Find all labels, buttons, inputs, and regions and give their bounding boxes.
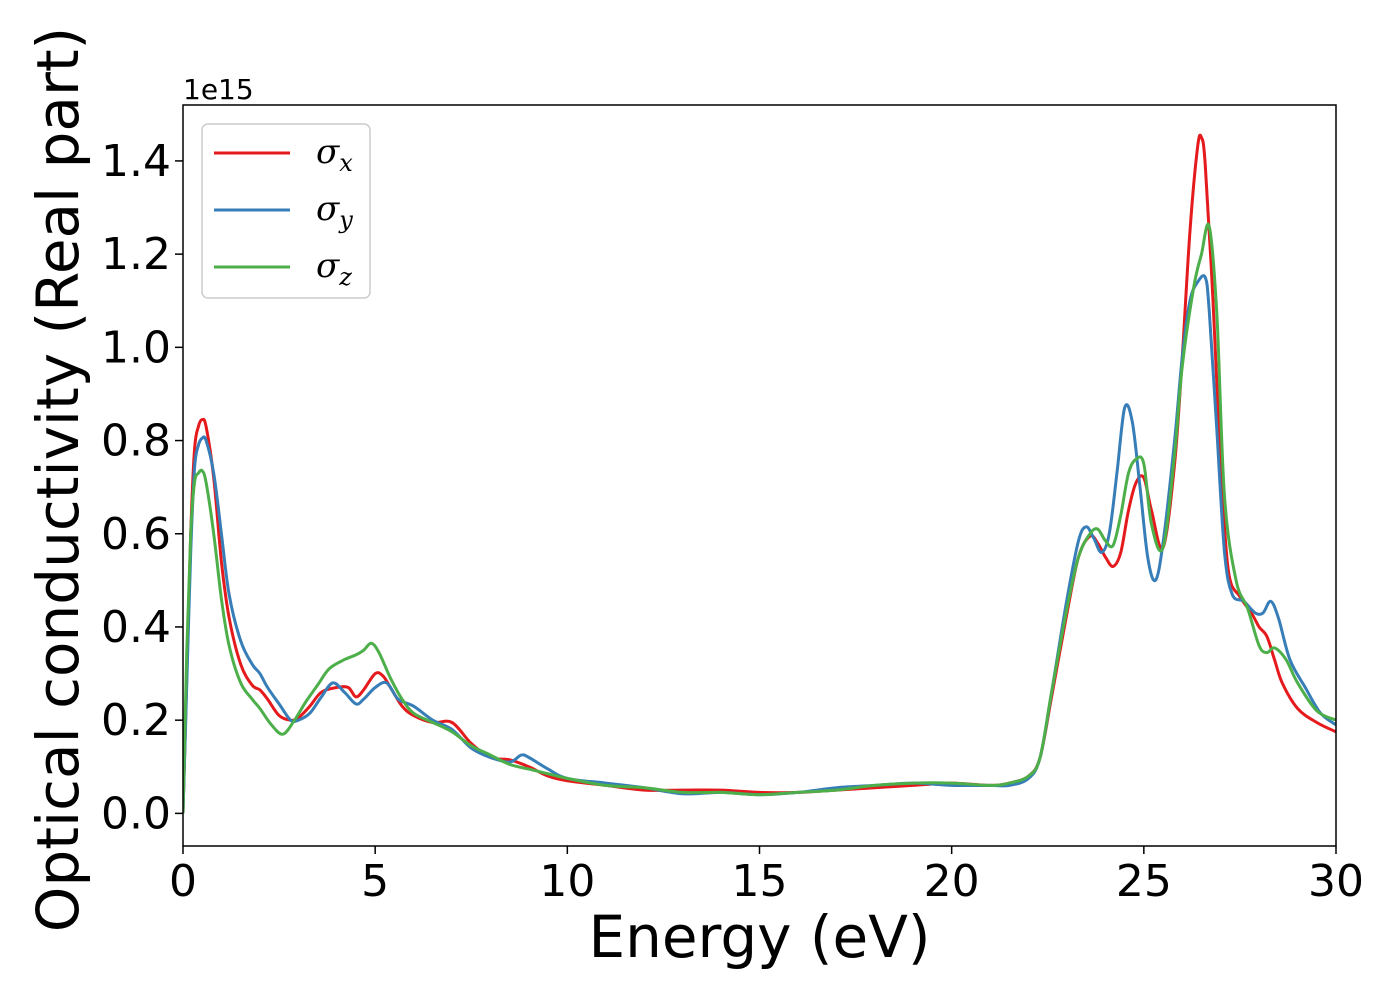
y-tick-label: 0.6 [101,509,171,560]
x-tick-label: 25 [1116,856,1172,907]
y-tick-label: 1.4 [101,136,171,187]
y-axis: 0.0 0.2 0.4 0.6 0.8 1.0 1.2 1.4 [101,136,183,839]
x-tick-label: 20 [924,856,980,907]
y-axis-label: Optical conductivity (Real part) [24,27,92,932]
x-tick-label: 30 [1308,856,1364,907]
legend-entry-y: σy [316,189,353,234]
x-tick-label: 5 [361,856,389,907]
legend-subscript: x [339,149,353,177]
legend-entry-z: σz [316,246,352,291]
legend-subscript: y [338,206,353,234]
series-line-z [183,222,1336,814]
legend-symbol: σ [316,246,340,286]
y-tick-label: 0.8 [101,416,171,467]
x-tick-label: 15 [732,856,788,907]
x-axis: 0 5 10 15 20 25 30 [169,846,1364,907]
legend-symbol: σ [316,189,340,229]
legend-subscript: z [338,263,352,291]
y-tick-label: 0.4 [101,602,171,653]
legend-entry-x: σx [316,132,353,177]
y-tick-label: 1.2 [101,229,171,280]
y-tick-label: 1.0 [101,322,171,373]
y-tick-label: 0.0 [101,788,171,839]
series-lines [183,133,1336,814]
y-tick-label: 0.2 [101,695,171,746]
x-tick-label: 10 [539,856,595,907]
y-offset-label: 1e15 [183,73,254,106]
x-axis-label: Energy (eV) [588,903,930,971]
x-tick-label: 0 [169,856,197,907]
legend-symbol: σ [316,132,340,172]
